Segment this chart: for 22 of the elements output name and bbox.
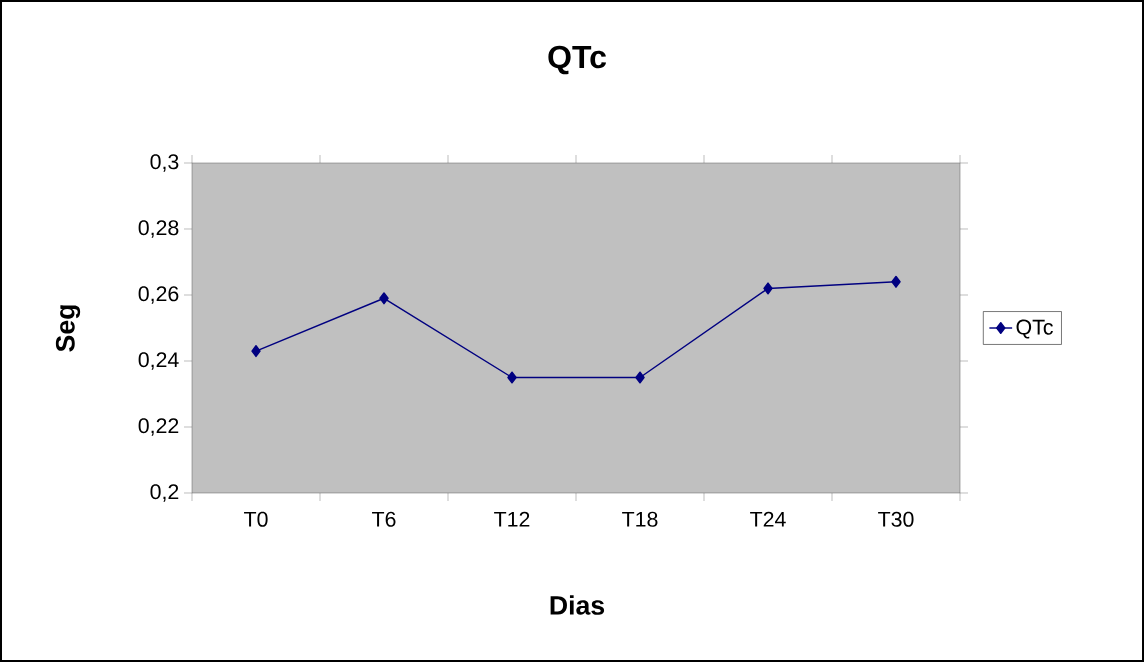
x-tick-label: T12 — [494, 511, 530, 527]
chart-title: QTc — [548, 45, 607, 75]
y-axis-title: Seg — [55, 305, 81, 352]
x-tick-label: T6 — [372, 511, 396, 527]
point — [379, 292, 389, 305]
x-axis-title: Dias — [550, 595, 605, 615]
point — [251, 345, 261, 358]
x-tick-label: T0 — [244, 511, 268, 527]
y-tick-label: 0,3 — [150, 154, 179, 172]
point — [891, 275, 901, 288]
x-tick-label: T18 — [622, 511, 658, 527]
y-tick-label: 0,24 — [138, 352, 179, 370]
y-tick-label: 0,22 — [138, 418, 179, 436]
point — [507, 371, 517, 384]
y-tick-label: 0,2 — [150, 484, 179, 502]
x-tick-label: T30 — [878, 511, 914, 527]
point — [763, 282, 773, 295]
y-tick-label: 0,28 — [138, 220, 179, 238]
legend-label: QTc — [1016, 319, 1053, 339]
x-tick-label: T24 — [750, 511, 786, 527]
y-tick-label: 0,26 — [138, 286, 179, 304]
point — [635, 371, 645, 384]
